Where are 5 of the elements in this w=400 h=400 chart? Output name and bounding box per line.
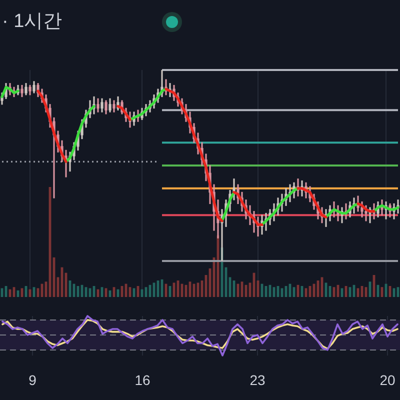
x-tick-label: 16 — [134, 372, 150, 388]
x-tick-label: 20 — [380, 372, 396, 388]
x-tick-label: 23 — [250, 372, 266, 388]
chart-title: · 1시간 — [2, 10, 62, 34]
x-tick-label: 9 — [28, 372, 37, 388]
